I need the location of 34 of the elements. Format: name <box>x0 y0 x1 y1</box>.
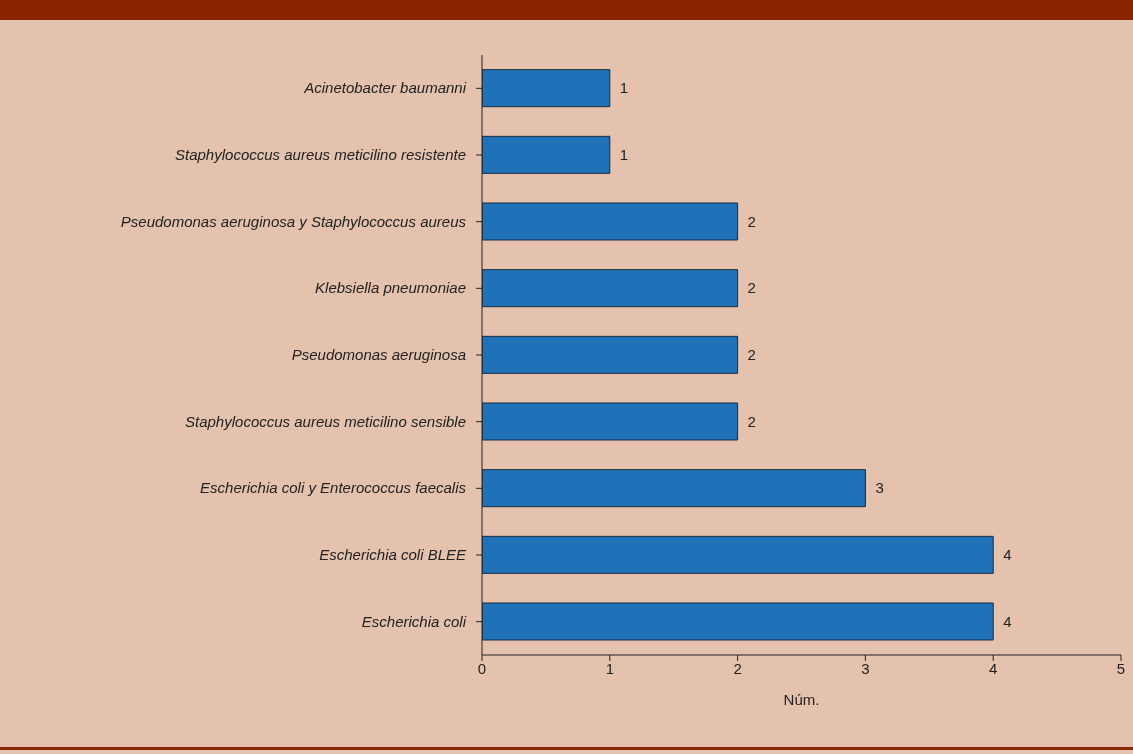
y-tick-label: Staphylococcus aureus meticilino sensible <box>185 412 466 430</box>
bar <box>482 269 739 308</box>
data-label: 4 <box>1003 612 1012 630</box>
x-tick-label: 0 <box>477 659 487 677</box>
data-label: 1 <box>619 79 629 97</box>
y-tick-label: Escherichia coli y Enterococcus faecalis <box>200 479 467 497</box>
data-label: 2 <box>747 412 756 430</box>
bar <box>482 202 739 241</box>
bar <box>482 469 866 508</box>
x-tick-label: 4 <box>989 659 998 677</box>
x-tick-label: 1 <box>605 659 614 677</box>
y-tick-label: Acinetobacter baumanni <box>303 79 467 97</box>
x-tick-label: 2 <box>733 659 742 677</box>
x-tick-label: 5 <box>1116 659 1126 677</box>
y-tick-label: Staphylococcus aureus meticilino resistente <box>175 146 466 163</box>
y-tick-label: Pseudomonas aeruginosa y Staphylococcus aureus <box>120 212 467 230</box>
y-tick-label: Klebsiella pneumoniae <box>315 279 466 297</box>
y-tick-label: Pseudomonas aeruginosa <box>291 346 466 363</box>
bar <box>482 69 611 108</box>
x-axis-title: Núm. <box>783 691 820 708</box>
data-label: 2 <box>747 346 756 364</box>
data-label: 4 <box>1003 546 1012 564</box>
data-label: 3 <box>875 479 884 497</box>
y-tick-label: Escherichia coli <box>361 612 467 630</box>
data-label: 2 <box>747 279 756 297</box>
data-label: 1 <box>619 146 629 164</box>
data-label: 2 <box>747 212 756 230</box>
y-tick-label: Escherichia coli BLEE <box>319 546 467 563</box>
bar <box>482 135 611 174</box>
bar <box>482 335 739 374</box>
x-tick-label: 3 <box>861 659 870 677</box>
bar <box>482 602 994 641</box>
bar <box>482 535 994 574</box>
bar <box>482 402 739 441</box>
